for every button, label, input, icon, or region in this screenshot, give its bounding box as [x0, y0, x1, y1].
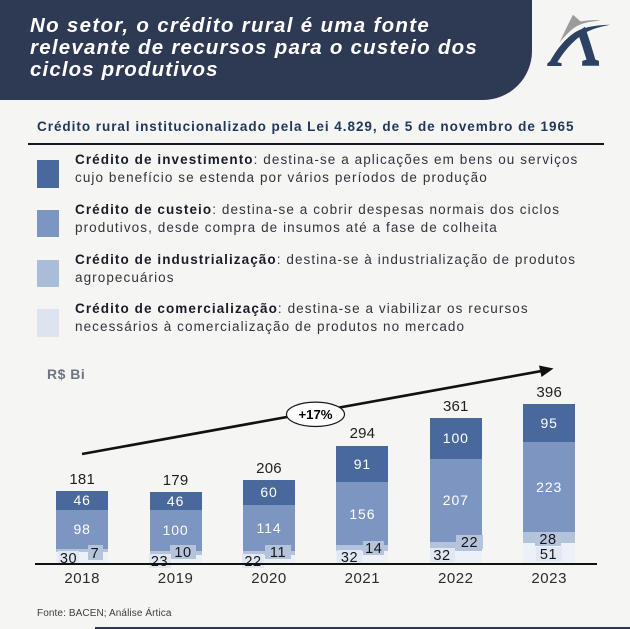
svg-text:+17%: +17% — [298, 407, 332, 422]
